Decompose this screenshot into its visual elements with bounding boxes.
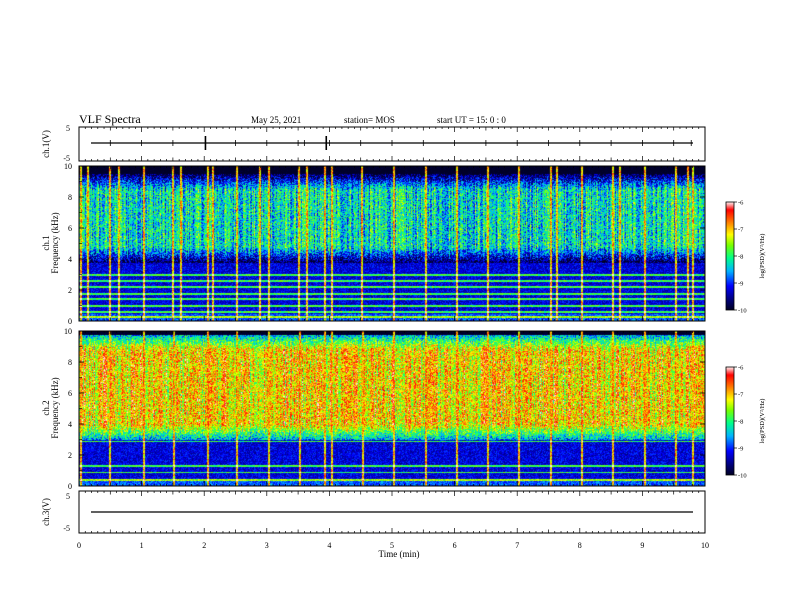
y-tick-label: 10 <box>64 162 72 171</box>
colorbar-tick-label: -8 <box>738 254 743 261</box>
y-tick-label: 2 <box>68 451 72 460</box>
ch2-spectrogram-xticks <box>78 331 706 486</box>
colorbar-tick-label: -9 <box>738 281 743 288</box>
ch2-colorbar <box>726 367 734 475</box>
ch2-spectrogram-panel: 0 2 4 6 8 10 ch.2 Frequency (kHz) -6 -7 -8 -9 -10… <box>41 327 766 491</box>
ch1-ytick-bottom: -5 <box>63 154 70 163</box>
figure-title: VLF Spectra <box>79 112 141 126</box>
ch1-spectrogram-panel: 0 2 4 6 8 10 ch.1 Frequency (kHz) -6 -7 -8 -9 -10… <box>41 162 766 326</box>
ch3-waveform-ticks <box>78 491 706 533</box>
ch1-colorbar-label: log(PSD)(V²/Hz) <box>759 234 766 279</box>
y-tick-label: 0 <box>68 317 72 326</box>
colorbar-tick-label: -8 <box>738 419 743 426</box>
ch1-waveform-ylabel: ch.1(V) <box>41 130 51 158</box>
x-tick-labels: 0 1 2 3 4 5 6 7 8 9 10 <box>77 541 709 550</box>
ch1-ytick-top: 5 <box>66 124 70 133</box>
colorbar-tick-label: -7 <box>738 392 744 399</box>
colorbar-tick-label: -10 <box>738 308 747 315</box>
x-tick-label: 9 <box>640 541 644 550</box>
colorbar-tick-label: -7 <box>738 227 744 234</box>
station-label: station= MOS <box>344 115 395 125</box>
ch2-spectrogram-image <box>79 331 705 486</box>
y-tick-label: 0 <box>68 482 72 491</box>
x-tick-label: 5 <box>390 541 394 550</box>
colorbar-tick-label: -6 <box>738 200 744 207</box>
ch1-spectrogram-yticks: 0 2 4 6 8 10 <box>64 162 705 326</box>
x-tick-label: 0 <box>77 541 81 550</box>
y-tick-label: 4 <box>68 420 72 429</box>
ch2-colorbar-label: log(PSD)(V²/Hz) <box>759 399 766 444</box>
ch1-spectrogram-image <box>79 166 705 321</box>
x-tick-label: 7 <box>515 541 519 550</box>
x-tick-label: 8 <box>578 541 582 550</box>
ch3-ytick-bottom: -5 <box>63 524 70 533</box>
ch1-spectrogram-xticks <box>78 166 706 321</box>
ch2-spectrogram-channel: ch.2 <box>41 400 51 415</box>
ch1-spikes <box>109 136 692 150</box>
y-tick-label: 4 <box>68 255 72 264</box>
start-time-label: start UT = 15: 0 : 0 <box>437 115 506 125</box>
y-tick-label: 6 <box>68 224 72 233</box>
colorbar-tick-label: -6 <box>738 365 744 372</box>
y-tick-label: 8 <box>68 358 72 367</box>
ch2-colorbar-ticks: -6 -7 -8 -9 -10 <box>734 365 747 480</box>
y-tick-label: 10 <box>64 327 72 336</box>
ch3-ytick-top: 5 <box>66 492 70 501</box>
ch3-waveform-ylabel: ch.3(V) <box>41 498 51 526</box>
ch3-waveform-panel: 5 -5 ch.3(V) <box>41 490 706 534</box>
x-tick-label: 2 <box>202 541 206 550</box>
x-tick-label: 3 <box>265 541 269 550</box>
y-tick-label: 6 <box>68 389 72 398</box>
ch1-colorbar <box>726 202 734 310</box>
ch1-spectrogram-channel: ch.1 <box>41 235 51 250</box>
x-tick-label: 4 <box>327 541 331 550</box>
date-label: May 25, 2021 <box>251 115 301 125</box>
ch1-spectrogram-ylabel: Frequency (kHz) <box>50 212 60 273</box>
x-tick-label: 6 <box>453 541 457 550</box>
ch1-colorbar-ticks: -6 -7 -8 -9 -10 <box>734 200 747 315</box>
ch1-waveform-panel: 5 -5 ch.1(V) <box>41 124 706 163</box>
x-tick-label: 10 <box>701 541 709 550</box>
x-tick-label: 1 <box>140 541 144 550</box>
y-tick-label: 2 <box>68 286 72 295</box>
colorbar-tick-label: -10 <box>738 473 747 480</box>
y-tick-label: 8 <box>68 193 72 202</box>
ch1-waveform-ticks <box>78 127 706 161</box>
ch2-spectrogram-yticks: 0 2 4 6 8 10 <box>64 327 705 491</box>
ch2-spectrogram-ylabel: Frequency (kHz) <box>50 377 60 438</box>
x-axis-label: Time (min) <box>379 549 420 559</box>
colorbar-tick-label: -9 <box>738 446 743 453</box>
